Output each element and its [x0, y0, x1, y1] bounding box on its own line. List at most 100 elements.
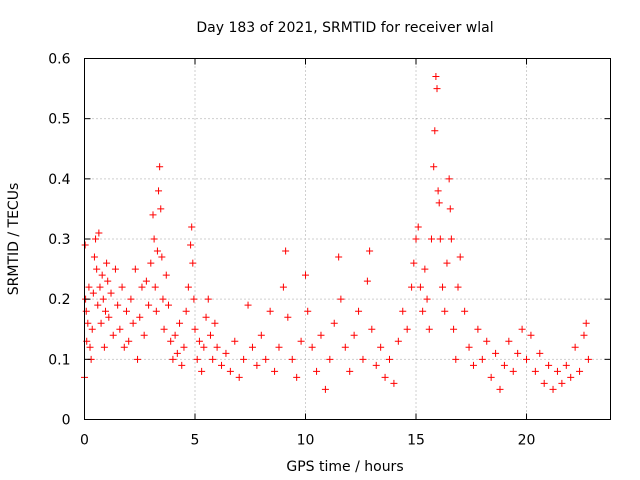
- data-point: [571, 343, 579, 351]
- data-point: [284, 313, 292, 321]
- data-point: [100, 343, 108, 351]
- data-point: [346, 367, 354, 375]
- data-point: [514, 349, 522, 357]
- data-point: [209, 355, 217, 363]
- data-point: [157, 205, 165, 213]
- data-point: [567, 373, 575, 381]
- x-tick-label: 0: [80, 433, 89, 449]
- data-point: [366, 247, 374, 255]
- data-point: [129, 319, 137, 327]
- data-point: [155, 187, 163, 195]
- data-point: [394, 337, 402, 345]
- data-point: [330, 319, 338, 327]
- data-point: [188, 223, 196, 231]
- data-point: [125, 337, 133, 345]
- data-point: [190, 295, 198, 303]
- data-point: [248, 343, 256, 351]
- data-point: [545, 361, 553, 369]
- grid-layer: [84, 58, 611, 420]
- x-axis-label: GPS time / hours: [286, 459, 403, 475]
- data-point: [96, 283, 104, 291]
- data-point: [99, 295, 107, 303]
- data-point: [120, 343, 128, 351]
- data-point: [531, 367, 539, 375]
- data-point: [317, 331, 325, 339]
- data-point: [465, 343, 473, 351]
- data-point: [443, 259, 451, 267]
- data-point: [433, 85, 441, 93]
- data-point: [487, 373, 495, 381]
- data-point: [368, 325, 376, 333]
- data-point: [423, 295, 431, 303]
- data-point: [97, 319, 105, 327]
- data-point: [427, 235, 435, 243]
- data-point: [151, 283, 159, 291]
- data-point: [434, 187, 442, 195]
- x-tick-label: 10: [297, 433, 315, 449]
- data-point: [580, 331, 588, 339]
- data-point: [282, 247, 290, 255]
- data-point: [222, 349, 230, 357]
- data-point: [86, 343, 94, 351]
- data-point: [134, 355, 142, 363]
- data-point: [297, 337, 305, 345]
- data-point: [576, 367, 584, 375]
- data-point: [107, 289, 115, 297]
- data-point: [109, 331, 117, 339]
- data-point: [474, 325, 482, 333]
- data-point: [431, 127, 439, 135]
- data-point: [127, 295, 135, 303]
- data-point: [105, 313, 113, 321]
- data-point: [235, 373, 243, 381]
- data-point: [211, 319, 219, 327]
- y-tick-label: 0: [62, 413, 71, 429]
- data-point: [160, 325, 168, 333]
- data-point: [355, 307, 363, 315]
- data-point: [304, 307, 312, 315]
- data-point: [293, 373, 301, 381]
- data-point: [549, 385, 557, 393]
- data-point: [257, 331, 265, 339]
- data-point: [206, 331, 214, 339]
- data-point: [178, 361, 186, 369]
- data-point: [377, 343, 385, 351]
- data-point: [441, 307, 449, 315]
- data-point: [159, 295, 167, 303]
- data-point: [180, 343, 188, 351]
- data-point: [189, 259, 197, 267]
- data-point: [226, 367, 234, 375]
- data-point: [104, 277, 112, 285]
- data-point: [142, 277, 150, 285]
- data-point: [359, 355, 367, 363]
- data-point: [518, 325, 526, 333]
- data-point: [509, 367, 517, 375]
- data-point: [202, 313, 210, 321]
- data-point: [456, 253, 464, 261]
- data-point: [156, 163, 164, 171]
- data-point: [381, 373, 389, 381]
- data-point: [114, 301, 122, 309]
- x-tick-label: 20: [518, 433, 536, 449]
- x-tick-label: 15: [407, 433, 425, 449]
- data-point: [410, 259, 418, 267]
- data-point: [187, 241, 195, 249]
- y-tick-label: 0.1: [48, 352, 70, 368]
- data-point: [436, 235, 444, 243]
- data-point: [140, 331, 148, 339]
- data-point: [90, 253, 98, 261]
- data-point: [385, 355, 393, 363]
- y-axis: 0 0.1 0.2 0.3 0.4 0.5 0.6: [48, 52, 611, 429]
- data-point: [84, 319, 92, 327]
- data-point: [500, 361, 508, 369]
- chart-title: Day 183 of 2021, SRMTID for receiver wla…: [196, 20, 493, 36]
- data-point: [408, 283, 416, 291]
- data-point: [240, 355, 248, 363]
- data-point: [562, 361, 570, 369]
- data-point: [184, 283, 192, 291]
- data-point: [435, 199, 443, 207]
- data-point: [421, 265, 429, 273]
- data-point: [527, 331, 535, 339]
- x-tick-label: 5: [191, 433, 200, 449]
- data-point: [118, 283, 126, 291]
